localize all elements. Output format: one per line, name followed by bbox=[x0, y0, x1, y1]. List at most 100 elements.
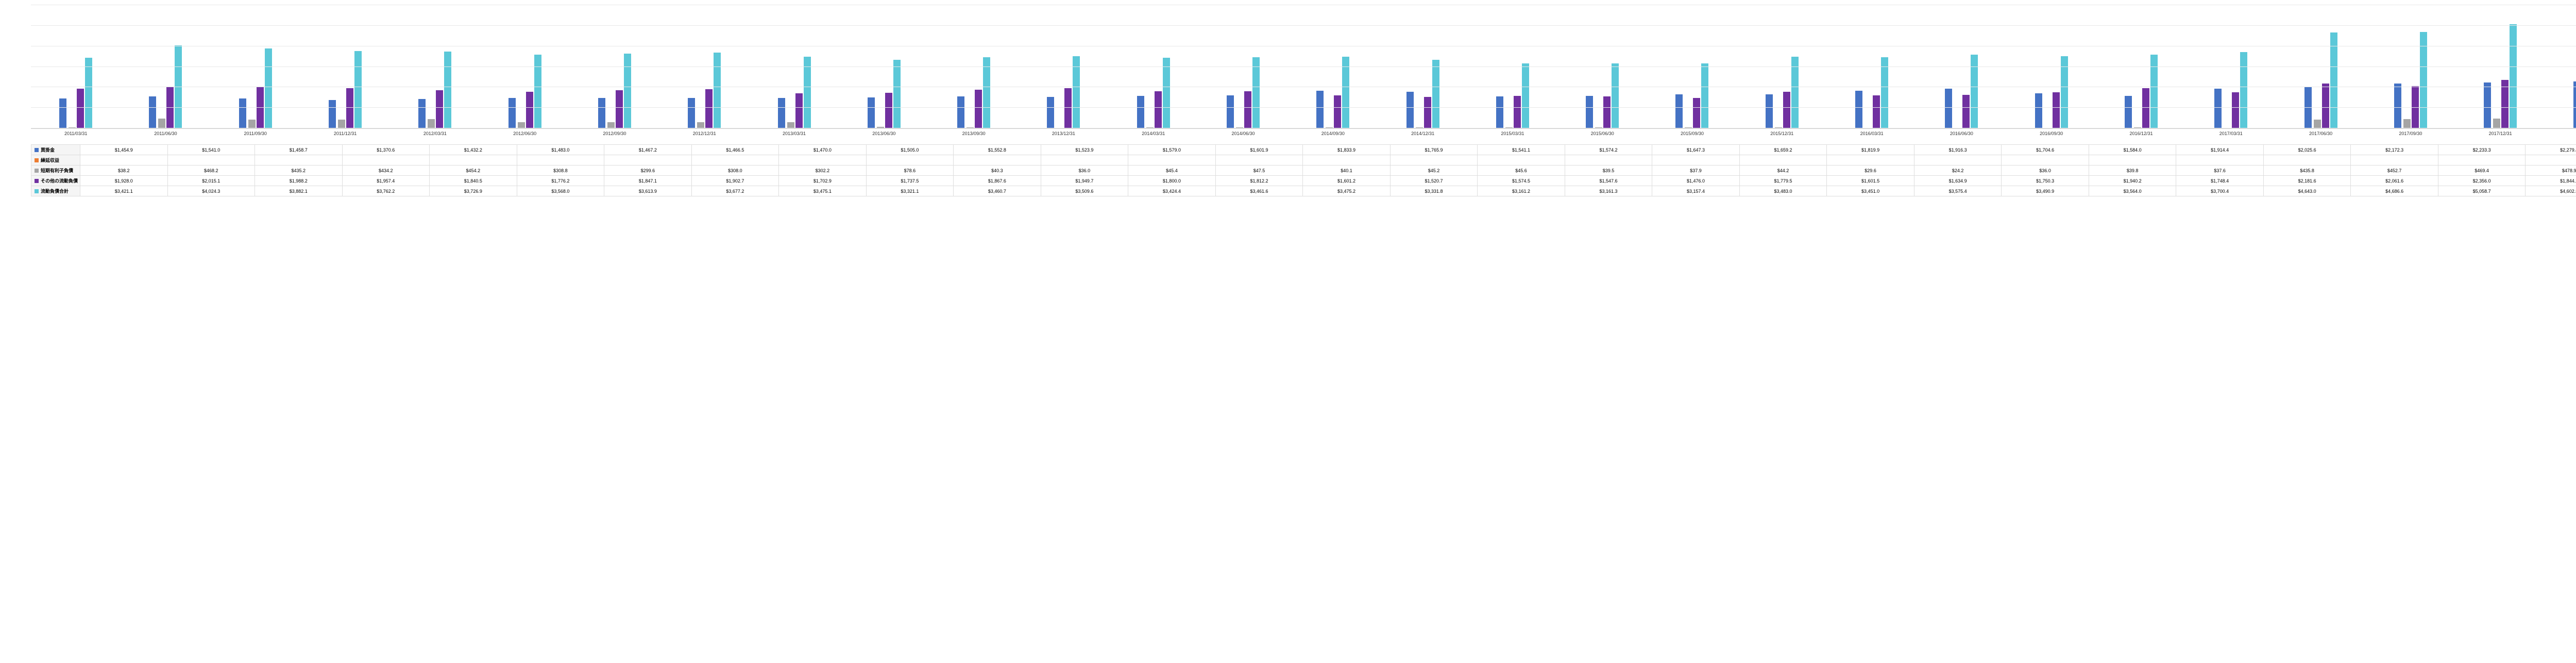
x-axis-label: 2011/03/31 bbox=[31, 131, 121, 136]
bar-流動負債合計 bbox=[265, 48, 272, 128]
x-axis-label: 2013/06/30 bbox=[839, 131, 929, 136]
data-cell bbox=[1390, 155, 1478, 165]
bar-買掛金 bbox=[418, 99, 426, 128]
data-cell: $5,058.7 bbox=[2438, 186, 2526, 196]
data-cell bbox=[2526, 155, 2576, 165]
data-cell: $2,279.4 bbox=[2526, 145, 2576, 155]
period-group bbox=[1109, 5, 1198, 128]
x-axis-label: 2017/12/31 bbox=[2455, 131, 2545, 136]
data-cell bbox=[2351, 155, 2438, 165]
data-cell bbox=[517, 155, 604, 165]
series-label: その他の流動負債 bbox=[41, 177, 78, 184]
data-cell: $37.9 bbox=[1652, 165, 1740, 176]
data-cell: $1,957.4 bbox=[342, 176, 430, 186]
grid-line bbox=[31, 107, 2576, 108]
data-cell: $1,432.2 bbox=[430, 145, 517, 155]
bar-流動負債合計 bbox=[2330, 32, 2337, 128]
bar-買掛金 bbox=[1766, 94, 1773, 128]
data-table-wrap: 買掛金$1,454.9$1,541.0$1,458.7$1,370.6$1,43… bbox=[31, 144, 2576, 196]
bar-短期有利子負債 bbox=[428, 119, 435, 128]
bar-流動負債合計 bbox=[1701, 63, 1708, 128]
data-cell: $1,523.9 bbox=[1041, 145, 1128, 155]
data-cell: $1,601.5 bbox=[1827, 176, 1914, 186]
period-group bbox=[839, 5, 929, 128]
x-axis-label: 2013/03/31 bbox=[749, 131, 839, 136]
period-group bbox=[1019, 5, 1108, 128]
bar-流動負債合計 bbox=[624, 54, 631, 128]
data-cell bbox=[1215, 155, 1303, 165]
data-cell: $1,659.2 bbox=[1739, 145, 1827, 155]
period-group bbox=[749, 5, 839, 128]
data-cell: $3,568.0 bbox=[517, 186, 604, 196]
data-cell bbox=[1827, 155, 1914, 165]
bar-その他の流動負債 bbox=[616, 90, 623, 128]
data-cell: $2,061.6 bbox=[2351, 176, 2438, 186]
bar-買掛金 bbox=[1586, 96, 1593, 128]
data-cell: $44.2 bbox=[1739, 165, 1827, 176]
bar-流動負債合計 bbox=[2240, 52, 2247, 128]
data-table-body: 買掛金$1,454.9$1,541.0$1,458.7$1,370.6$1,43… bbox=[31, 145, 2576, 196]
data-cell bbox=[2002, 155, 2089, 165]
bar-その他の流動負債 bbox=[2322, 84, 2329, 128]
data-cell bbox=[2263, 155, 2351, 165]
data-cell: $36.0 bbox=[1041, 165, 1128, 176]
data-cell: $1,800.0 bbox=[1128, 176, 1216, 186]
bar-買掛金 bbox=[1406, 92, 1414, 128]
data-cell bbox=[255, 155, 343, 165]
series-label: 流動負債合計 bbox=[41, 188, 69, 194]
data-cell: $4,643.0 bbox=[2263, 186, 2351, 196]
data-cell: $1,704.6 bbox=[2002, 145, 2089, 155]
bar-買掛金 bbox=[1227, 95, 1234, 128]
data-cell: $78.6 bbox=[866, 165, 954, 176]
data-cell: $38.2 bbox=[80, 165, 168, 176]
data-cell: $3,677.2 bbox=[691, 186, 779, 196]
data-cell: $45.4 bbox=[1128, 165, 1216, 176]
series-label: 繰延収益 bbox=[41, 157, 59, 163]
bar-買掛金 bbox=[598, 98, 605, 128]
data-cell bbox=[430, 155, 517, 165]
table-row: 短期有利子負債$38.2$468.2$435.2$434.2$454.2$308… bbox=[31, 165, 2576, 176]
x-axis-label: 2018/03/31 bbox=[2545, 131, 2576, 136]
data-cell: $1,601.9 bbox=[1215, 145, 1303, 155]
bar-その他の流動負債 bbox=[1873, 95, 1880, 128]
data-cell: $1,737.5 bbox=[866, 176, 954, 186]
data-cell: $454.2 bbox=[430, 165, 517, 176]
period-group bbox=[31, 5, 121, 128]
table-row: 繰延収益$2,527.4繰延収益 bbox=[31, 155, 2576, 165]
data-cell: $45.6 bbox=[1478, 165, 1565, 176]
data-cell bbox=[1652, 155, 1740, 165]
data-cell: $1,916.3 bbox=[1914, 145, 2002, 155]
bar-流動負債合計 bbox=[983, 57, 990, 128]
period-group bbox=[1468, 5, 1557, 128]
bar-買掛金 bbox=[2035, 93, 2042, 128]
data-cell: $1,547.6 bbox=[1565, 176, 1652, 186]
x-axis-label: 2015/12/31 bbox=[1737, 131, 1827, 136]
legend-swatch bbox=[35, 179, 39, 183]
period-group bbox=[480, 5, 569, 128]
data-cell: $1,988.2 bbox=[255, 176, 343, 186]
x-axis-label: 2013/09/30 bbox=[929, 131, 1019, 136]
data-cell: $435.2 bbox=[255, 165, 343, 176]
bar-短期有利子負債 bbox=[2314, 120, 2321, 128]
bar-その他の流動負債 bbox=[975, 90, 982, 128]
bar-買掛金 bbox=[239, 98, 246, 128]
plot-area: $0$1,000$2,000$3,000$4,000$5,000$6,000 bbox=[31, 5, 2576, 129]
data-cell: $3,161.3 bbox=[1565, 186, 1652, 196]
period-group bbox=[390, 5, 480, 128]
period-group bbox=[1557, 5, 1647, 128]
data-cell bbox=[167, 155, 255, 165]
bar-流動負債合計 bbox=[714, 53, 721, 128]
series-label-cell: その他の流動負債 bbox=[31, 176, 80, 186]
period-group bbox=[1827, 5, 1917, 128]
data-cell: $3,421.1 bbox=[80, 186, 168, 196]
x-axis-label: 2017/06/30 bbox=[2276, 131, 2365, 136]
period-group bbox=[1198, 5, 1288, 128]
x-axis-label: 2015/09/30 bbox=[1647, 131, 1737, 136]
legend-swatch bbox=[35, 148, 39, 152]
period-group bbox=[2366, 5, 2455, 128]
data-cell: $2,233.3 bbox=[2438, 145, 2526, 155]
data-cell: $435.8 bbox=[2263, 165, 2351, 176]
data-cell: $1,483.0 bbox=[517, 145, 604, 155]
data-cell: $478.9 bbox=[2526, 165, 2576, 176]
bar-その他の流動負債 bbox=[77, 89, 84, 128]
